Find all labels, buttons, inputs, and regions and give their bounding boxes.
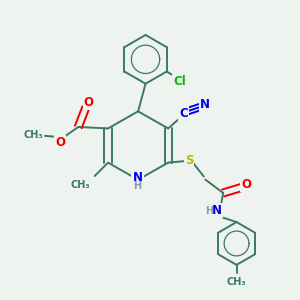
Text: C: C — [179, 107, 188, 120]
Text: N: N — [133, 171, 142, 184]
Text: N: N — [200, 98, 210, 111]
Text: H: H — [205, 206, 213, 216]
Text: H: H — [134, 181, 142, 191]
Text: S: S — [185, 154, 193, 167]
Text: O: O — [84, 96, 94, 109]
Text: CH₃: CH₃ — [227, 278, 246, 287]
Text: N: N — [212, 204, 222, 217]
Text: CH₃: CH₃ — [70, 181, 90, 190]
Text: O: O — [55, 136, 65, 149]
Text: O: O — [241, 178, 251, 190]
Text: CH₃: CH₃ — [23, 130, 43, 140]
Text: Cl: Cl — [173, 75, 186, 88]
